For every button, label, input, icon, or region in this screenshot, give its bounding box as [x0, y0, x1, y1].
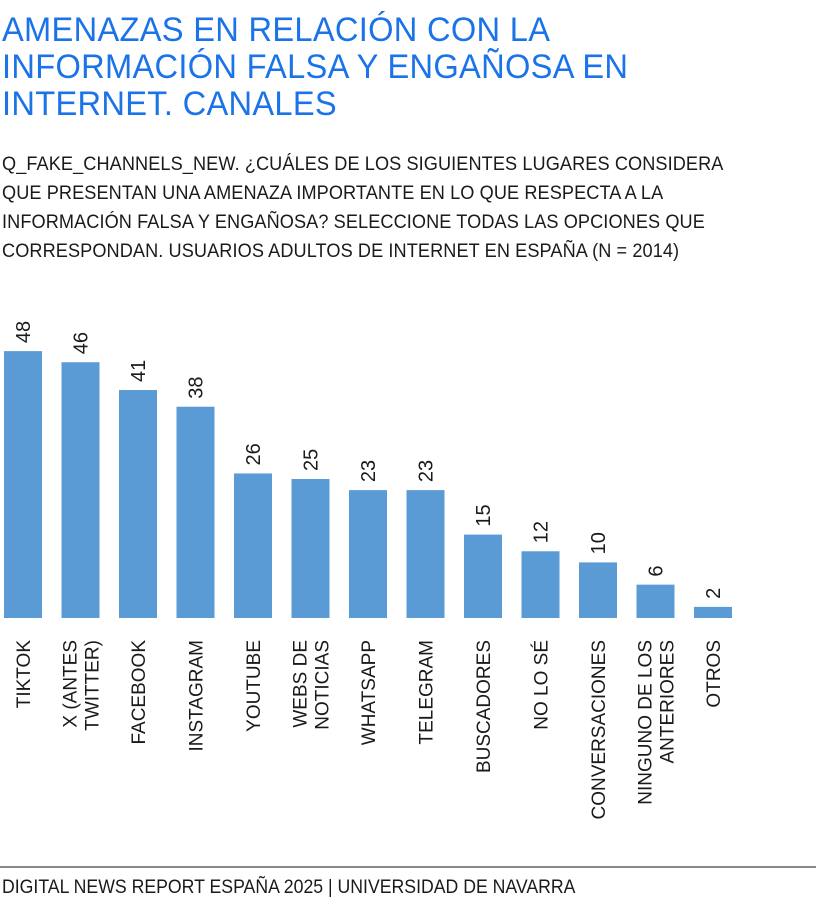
category-label: NO LO SÉ: [532, 640, 553, 730]
bar-value-label: 2: [703, 588, 725, 599]
bar-value-label: 26: [243, 443, 265, 465]
bar-value-label: 41: [128, 360, 150, 382]
bar: [4, 351, 42, 618]
category-label: TELEGRAM: [417, 640, 438, 745]
bar: [291, 479, 330, 618]
category-label: X (ANTES: [61, 640, 82, 728]
bar: [119, 390, 157, 618]
bar-value-label: 12: [531, 521, 553, 543]
bar-value-label: 15: [473, 504, 495, 526]
category-label-group: TIKTOK X (ANTES TWITTER) FACEBOOK INSTAGRAM Y…: [14, 640, 725, 820]
bar: [521, 551, 560, 618]
bar: [61, 362, 100, 618]
category-label: TWITTER): [83, 640, 104, 731]
category-label: OTROS: [704, 640, 725, 708]
category-label: FACEBOOK: [129, 640, 150, 745]
category-label: YOUTUBE: [244, 640, 265, 732]
category-label: NINGUNO DE LOS: [636, 640, 657, 805]
bar-value-label: 6: [646, 566, 668, 577]
bar: [464, 534, 502, 618]
bar-value-label: 23: [416, 460, 438, 482]
category-label: WHATSAPP: [359, 640, 380, 745]
category-label: WEBS DE: [291, 640, 312, 728]
bar: [176, 406, 215, 618]
category-label: NOTICIAS: [313, 640, 334, 730]
bar: [349, 490, 387, 618]
footer-source: DIGITAL NEWS REPORT ESPAÑA 2025 | UNIVER…: [2, 877, 576, 898]
bar: [234, 473, 272, 618]
category-label: ANTERIORES: [658, 640, 679, 764]
category-label: INSTAGRAM: [187, 640, 208, 752]
category-label: BUSCADORES: [474, 640, 495, 773]
category-label: CONVERSACIONES: [589, 640, 610, 819]
chart-title: AMENAZAS EN RELACIÓN CON LA INFORMACIÓN …: [2, 11, 629, 123]
bar-value-label: 25: [301, 449, 323, 471]
bar: [579, 562, 617, 618]
category-label: TIKTOK: [14, 640, 35, 709]
bar-value-label: 38: [186, 376, 208, 398]
bar: [406, 490, 445, 618]
bar-value-label: 23: [358, 460, 380, 482]
value-label-group: 48 46 41 38 26 25 23 23 15 12 10 6 2: [13, 321, 725, 599]
bar: [694, 606, 732, 618]
bar-value-label: 46: [71, 332, 93, 354]
bar-group: [4, 351, 732, 618]
bar-value-label: 48: [13, 321, 35, 343]
bar-value-label: 10: [588, 532, 610, 554]
footer-divider: [0, 866, 816, 868]
chart-subtitle: Q_FAKE_CHANNELS_NEW. ¿CUÁLES DE LOS SIGU…: [2, 153, 723, 262]
bar: [636, 584, 675, 618]
